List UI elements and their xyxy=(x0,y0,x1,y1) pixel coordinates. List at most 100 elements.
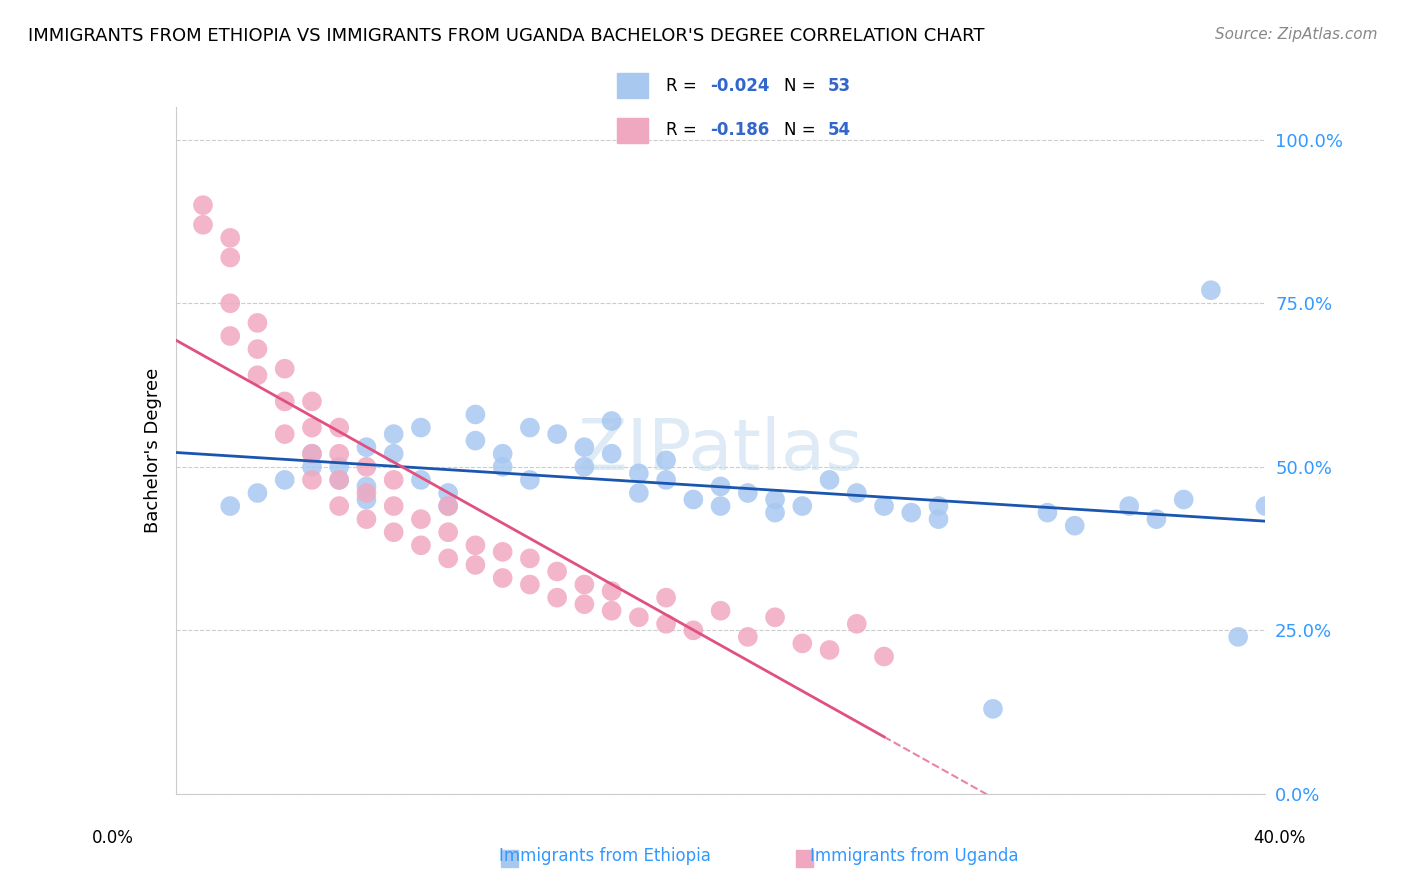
Point xyxy=(356,459,378,474)
Point xyxy=(519,473,541,487)
Point xyxy=(301,420,323,434)
Y-axis label: Bachelor's Degree: Bachelor's Degree xyxy=(143,368,162,533)
Point xyxy=(873,499,896,513)
Point xyxy=(627,467,650,481)
Point xyxy=(737,630,759,644)
Point xyxy=(356,492,378,507)
Point xyxy=(191,218,214,232)
Point xyxy=(464,538,486,552)
Point xyxy=(710,479,733,493)
Point xyxy=(464,434,486,448)
Point xyxy=(792,636,814,650)
Point xyxy=(818,473,841,487)
FancyBboxPatch shape xyxy=(796,849,813,867)
Point xyxy=(409,420,432,434)
Text: R =: R = xyxy=(666,77,703,95)
Point xyxy=(600,414,623,428)
Point xyxy=(1227,630,1250,644)
Point xyxy=(574,440,596,454)
Point xyxy=(437,499,460,513)
Point xyxy=(301,447,323,461)
Point xyxy=(873,649,896,664)
Point xyxy=(301,473,323,487)
Point xyxy=(546,591,568,605)
Point xyxy=(437,551,460,566)
Point xyxy=(356,479,378,493)
Text: N =: N = xyxy=(785,77,821,95)
Point xyxy=(1199,283,1222,297)
Point xyxy=(763,492,786,507)
Point xyxy=(409,473,432,487)
Point xyxy=(600,604,623,618)
Point xyxy=(546,427,568,442)
Point xyxy=(274,427,297,442)
Point xyxy=(655,616,678,631)
Point xyxy=(219,251,242,265)
Point xyxy=(763,506,786,520)
Point xyxy=(981,702,1004,716)
Point xyxy=(274,361,297,376)
Text: Immigrants from Uganda: Immigrants from Uganda xyxy=(810,847,1018,865)
Point xyxy=(900,506,922,520)
Text: 0.0%: 0.0% xyxy=(91,830,134,847)
Point xyxy=(464,558,486,572)
Point xyxy=(382,447,405,461)
Point xyxy=(1063,518,1085,533)
Point xyxy=(356,440,378,454)
Point xyxy=(301,459,323,474)
Point xyxy=(682,624,704,638)
Text: 40.0%: 40.0% xyxy=(1253,830,1306,847)
Point xyxy=(246,342,269,356)
Point xyxy=(492,571,515,585)
Point xyxy=(519,577,541,591)
Point xyxy=(328,447,350,461)
Point xyxy=(274,394,297,409)
Point xyxy=(382,525,405,540)
Point xyxy=(627,610,650,624)
Point xyxy=(845,616,868,631)
Point xyxy=(219,231,242,245)
Text: ZIPatlas: ZIPatlas xyxy=(578,416,863,485)
Point xyxy=(492,545,515,559)
Point xyxy=(600,584,623,599)
Point xyxy=(574,597,596,611)
Point xyxy=(574,577,596,591)
FancyBboxPatch shape xyxy=(617,73,648,98)
Point xyxy=(928,512,950,526)
Text: N =: N = xyxy=(785,121,821,139)
Point xyxy=(409,538,432,552)
Point xyxy=(219,499,242,513)
Point xyxy=(328,473,350,487)
Point xyxy=(574,459,596,474)
Point xyxy=(246,486,269,500)
Point xyxy=(1254,499,1277,513)
Point xyxy=(464,408,486,422)
Text: IMMIGRANTS FROM ETHIOPIA VS IMMIGRANTS FROM UGANDA BACHELOR'S DEGREE CORRELATION: IMMIGRANTS FROM ETHIOPIA VS IMMIGRANTS F… xyxy=(28,27,984,45)
Point xyxy=(219,296,242,310)
Point xyxy=(1118,499,1140,513)
Point xyxy=(492,447,515,461)
Point xyxy=(246,316,269,330)
Point xyxy=(655,453,678,467)
Point xyxy=(737,486,759,500)
Text: R =: R = xyxy=(666,121,703,139)
Point xyxy=(328,473,350,487)
Point xyxy=(1173,492,1195,507)
Point xyxy=(437,525,460,540)
Point xyxy=(655,473,678,487)
Point xyxy=(492,459,515,474)
Point xyxy=(356,512,378,526)
Point xyxy=(845,486,868,500)
Point xyxy=(546,565,568,579)
Point xyxy=(382,499,405,513)
Point xyxy=(519,551,541,566)
Point xyxy=(437,499,460,513)
Point xyxy=(627,486,650,500)
Point xyxy=(600,447,623,461)
Point xyxy=(382,427,405,442)
Point xyxy=(519,420,541,434)
Point xyxy=(710,604,733,618)
Text: 54: 54 xyxy=(827,121,851,139)
Point xyxy=(655,591,678,605)
Point xyxy=(191,198,214,212)
